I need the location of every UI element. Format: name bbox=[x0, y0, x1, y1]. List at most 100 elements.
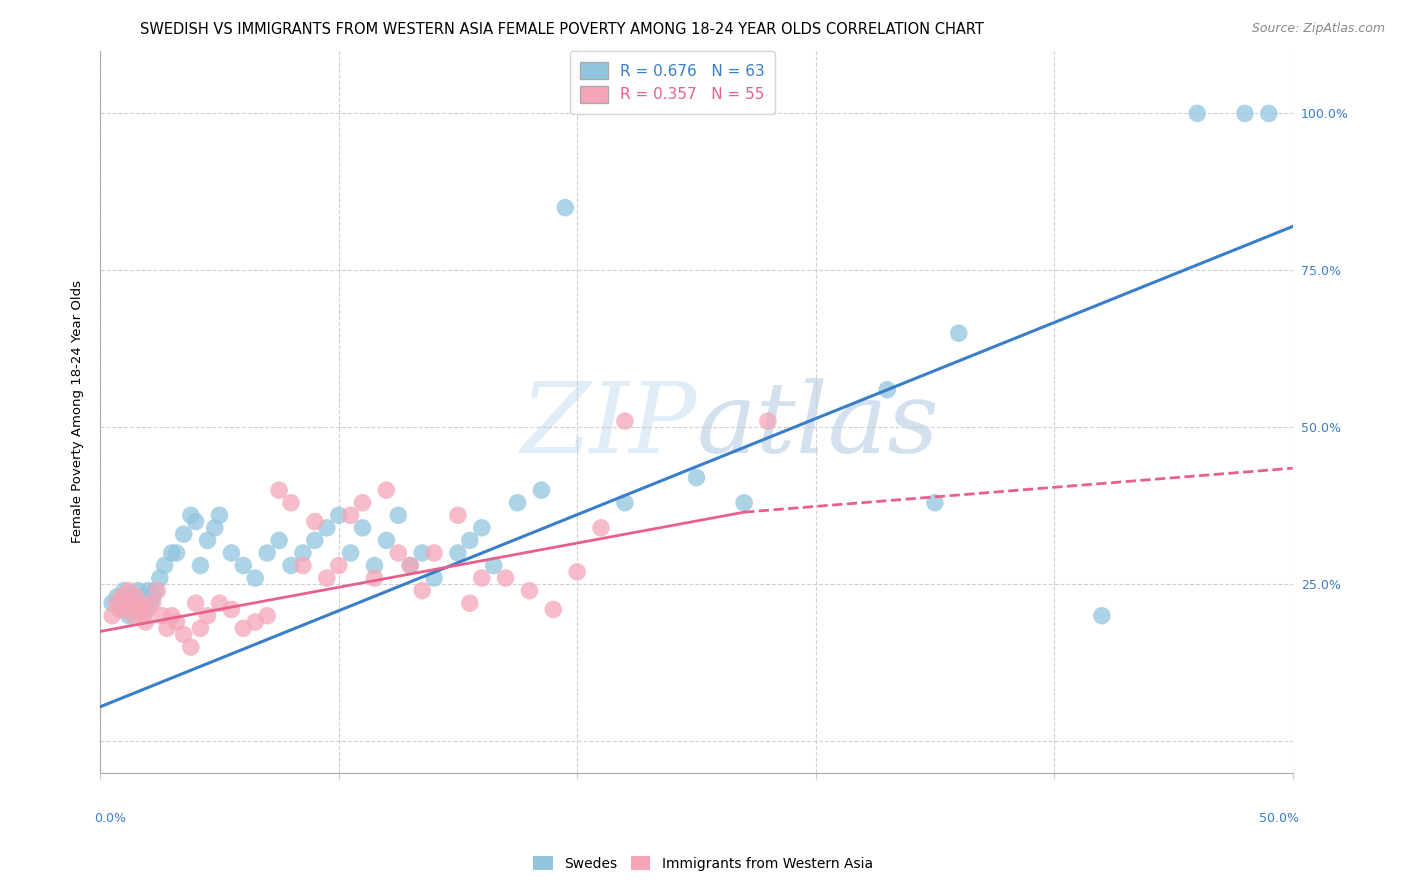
Point bbox=[232, 558, 254, 573]
Point bbox=[519, 583, 541, 598]
Point bbox=[291, 546, 314, 560]
Point bbox=[160, 608, 183, 623]
Point bbox=[304, 515, 326, 529]
Point bbox=[111, 602, 134, 616]
Point bbox=[173, 527, 195, 541]
Point bbox=[156, 621, 179, 635]
Point bbox=[458, 596, 481, 610]
Point bbox=[120, 596, 142, 610]
Point bbox=[166, 615, 188, 629]
Text: Source: ZipAtlas.com: Source: ZipAtlas.com bbox=[1251, 22, 1385, 36]
Point bbox=[108, 602, 131, 616]
Point bbox=[506, 496, 529, 510]
Point bbox=[245, 571, 267, 585]
Point bbox=[280, 558, 302, 573]
Point bbox=[105, 590, 128, 604]
Point bbox=[554, 201, 576, 215]
Point bbox=[115, 596, 138, 610]
Point bbox=[315, 521, 337, 535]
Point bbox=[125, 602, 148, 616]
Point bbox=[129, 596, 152, 610]
Point bbox=[190, 558, 212, 573]
Text: SWEDISH VS IMMIGRANTS FROM WESTERN ASIA FEMALE POVERTY AMONG 18-24 YEAR OLDS COR: SWEDISH VS IMMIGRANTS FROM WESTERN ASIA … bbox=[141, 22, 984, 37]
Point bbox=[112, 583, 135, 598]
Point bbox=[122, 608, 145, 623]
Point bbox=[118, 608, 141, 623]
Point bbox=[120, 590, 142, 604]
Point bbox=[399, 558, 422, 573]
Point bbox=[375, 483, 398, 498]
Point bbox=[204, 521, 226, 535]
Point bbox=[197, 608, 219, 623]
Point bbox=[363, 571, 385, 585]
Point bbox=[328, 558, 350, 573]
Point bbox=[197, 533, 219, 548]
Point bbox=[127, 583, 149, 598]
Text: ZIP: ZIP bbox=[520, 378, 696, 474]
Point bbox=[1091, 608, 1114, 623]
Legend: R = 0.676   N = 63, R = 0.357   N = 55: R = 0.676 N = 63, R = 0.357 N = 55 bbox=[569, 51, 776, 114]
Point bbox=[423, 571, 446, 585]
Point bbox=[173, 627, 195, 641]
Text: 0.0%: 0.0% bbox=[94, 813, 127, 825]
Point bbox=[135, 602, 157, 616]
Point bbox=[685, 470, 707, 484]
Point bbox=[733, 496, 755, 510]
Point bbox=[112, 596, 135, 610]
Point bbox=[132, 608, 155, 623]
Point bbox=[136, 602, 159, 616]
Point bbox=[756, 414, 779, 428]
Point bbox=[221, 546, 243, 560]
Point bbox=[304, 533, 326, 548]
Point bbox=[291, 558, 314, 573]
Point bbox=[613, 496, 636, 510]
Point bbox=[447, 546, 470, 560]
Point bbox=[339, 546, 361, 560]
Point bbox=[423, 546, 446, 560]
Point bbox=[135, 615, 157, 629]
Point bbox=[221, 602, 243, 616]
Y-axis label: Female Poverty Among 18-24 Year Olds: Female Poverty Among 18-24 Year Olds bbox=[72, 280, 84, 543]
Point bbox=[132, 596, 155, 610]
Point bbox=[267, 533, 290, 548]
Point bbox=[105, 596, 128, 610]
Point bbox=[458, 533, 481, 548]
Point bbox=[256, 608, 278, 623]
Point bbox=[387, 546, 409, 560]
Point bbox=[129, 590, 152, 604]
Point bbox=[315, 571, 337, 585]
Point bbox=[139, 596, 162, 610]
Point bbox=[280, 496, 302, 510]
Point bbox=[1233, 106, 1256, 120]
Point bbox=[125, 590, 148, 604]
Point bbox=[495, 571, 517, 585]
Point bbox=[876, 383, 898, 397]
Point bbox=[924, 496, 946, 510]
Point bbox=[190, 621, 212, 635]
Point bbox=[208, 596, 231, 610]
Point bbox=[143, 583, 166, 598]
Point bbox=[1187, 106, 1209, 120]
Point bbox=[948, 326, 970, 341]
Point bbox=[111, 590, 134, 604]
Point bbox=[184, 515, 207, 529]
Point bbox=[142, 596, 165, 610]
Text: atlas: atlas bbox=[696, 378, 939, 474]
Point bbox=[245, 615, 267, 629]
Point bbox=[471, 521, 494, 535]
Point bbox=[543, 602, 565, 616]
Point bbox=[387, 508, 409, 523]
Point bbox=[411, 546, 433, 560]
Point bbox=[363, 558, 385, 573]
Point bbox=[101, 596, 124, 610]
Point bbox=[160, 546, 183, 560]
Point bbox=[589, 521, 612, 535]
Point bbox=[567, 565, 589, 579]
Point bbox=[180, 640, 202, 654]
Point bbox=[101, 608, 124, 623]
Point bbox=[166, 546, 188, 560]
Point bbox=[328, 508, 350, 523]
Point bbox=[232, 621, 254, 635]
Point bbox=[256, 546, 278, 560]
Point bbox=[180, 508, 202, 523]
